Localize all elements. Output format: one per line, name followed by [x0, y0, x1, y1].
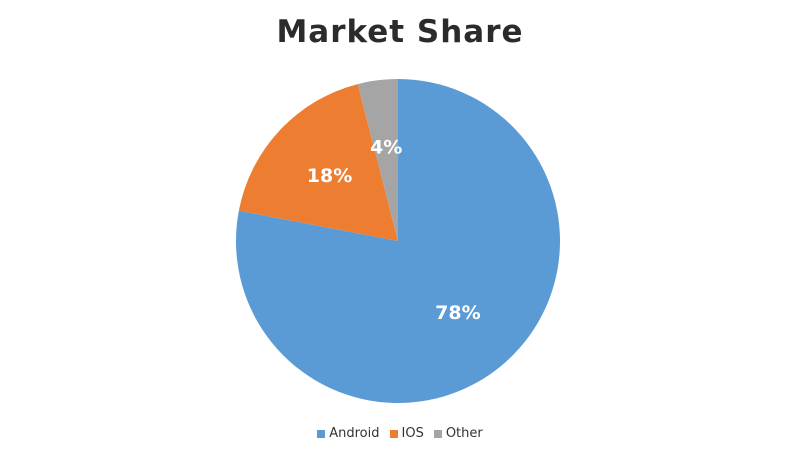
pie-slice-ios	[238, 84, 398, 241]
legend-label: Android	[329, 426, 380, 441]
pie-slice-labels: 78% 18% 4%	[307, 136, 481, 324]
legend-item-ios: IOS	[389, 426, 424, 441]
legend-swatch-ios	[389, 429, 398, 438]
chart-legend: Android IOS Other	[0, 426, 800, 441]
slice-label-android: 78%	[435, 302, 480, 324]
pie-slice-other	[357, 79, 398, 241]
legend-label: IOS	[401, 426, 424, 441]
pie-slice-android	[235, 79, 560, 404]
chart-title: Market Share	[276, 14, 524, 50]
legend-swatch-other	[433, 429, 442, 438]
slice-label-ios: 18%	[307, 165, 352, 187]
pie-slices	[235, 79, 560, 404]
legend-item-other: Other	[433, 426, 483, 441]
legend-item-android: Android	[317, 426, 380, 441]
slice-label-other: 4%	[370, 136, 402, 158]
legend-swatch-android	[317, 429, 326, 438]
legend-label: Other	[445, 426, 483, 441]
